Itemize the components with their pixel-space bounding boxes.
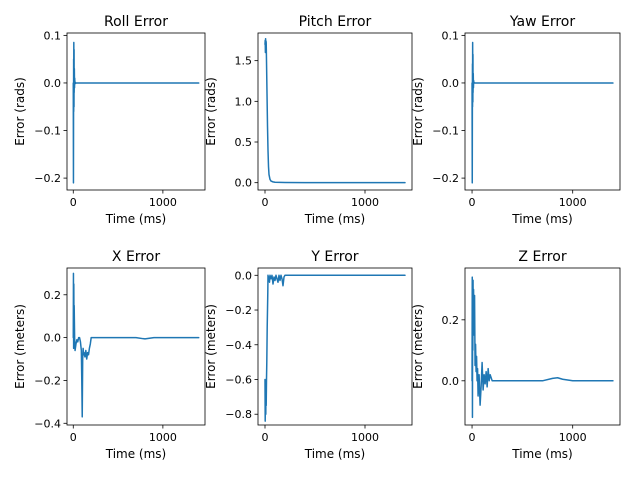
subplot-4-title: X Error (112, 249, 160, 265)
subplot-2-x-tick-label: 1000 (351, 196, 379, 209)
subplot-2-y-axis-label: Error (rads) (204, 77, 218, 146)
subplot-5-y-tick-label: −0.8 (225, 408, 252, 421)
subplot-1-title: Roll Error (104, 14, 168, 30)
subplot-4-axes-frame (67, 268, 205, 425)
subplot-6-x-axis-label: Time (ms) (511, 447, 573, 461)
subplot-6-y-axis-label: Error (meters) (411, 304, 425, 389)
subplot-3-x-axis-label: Time (ms) (511, 212, 573, 226)
subplot-1-y-tick-label: 0.1 (44, 29, 62, 42)
subplot-6-y-tick-label: 0.0 (442, 375, 460, 388)
subplot-1-y-tick-label: 0.0 (44, 77, 62, 90)
subplot-6-x-tick-label: 1000 (559, 431, 587, 444)
subplot-2-y-tick-label: 0.0 (235, 177, 253, 190)
subplot-3-axes-frame (465, 33, 620, 190)
subplot-4-y-tick-label: −0.4 (34, 417, 61, 430)
subplot-6-y-tick-label: 0.2 (442, 314, 460, 327)
subplot-2-y-tick-label: 0.5 (235, 136, 253, 149)
subplot-5-y-tick-label: −0.2 (225, 304, 252, 317)
subplot-4-y-axis-label: Error (meters) (13, 304, 27, 389)
subplot-2-y-tick-label: 1.5 (235, 55, 253, 68)
subplot-5-x-tick-label: 1000 (351, 431, 379, 444)
subplot-3-y-tick-label: −0.1 (432, 125, 459, 138)
subplot-3-y-axis-label: Error (rads) (411, 77, 425, 146)
subplot-5-y-axis-label: Error (meters) (204, 304, 218, 389)
subplot-1-x-axis-label: Time (ms) (105, 212, 167, 226)
subplot-5-y-tick-label: 0.0 (235, 269, 253, 282)
subplot-3-y-tick-label: −0.2 (432, 172, 459, 185)
subplot-4-x-axis-label: Time (ms) (105, 447, 167, 461)
subplot-2-axes-frame (258, 33, 412, 190)
subplot-1-y-tick-label: −0.1 (34, 125, 61, 138)
subplot-2-x-axis-label: Time (ms) (304, 212, 366, 226)
subplot-5-y-tick-label: −0.6 (225, 373, 252, 386)
subplot-3-x-tick-label: 0 (469, 196, 476, 209)
subplot-4-x-tick-label: 1000 (149, 431, 177, 444)
subplot-1-x-tick-label: 0 (70, 196, 77, 209)
subplot-4-y-tick-label: −0.2 (34, 374, 61, 387)
subplot-3-y-tick-label: 0.0 (442, 77, 460, 90)
subplot-3-title: Yaw Error (509, 14, 575, 30)
subplot-4-y-tick-label: 0.2 (44, 289, 62, 302)
subplot-2-title: Pitch Error (299, 14, 372, 30)
subplot-3-y-tick-label: 0.1 (442, 29, 460, 42)
subplot-4-y-tick-label: 0.0 (44, 332, 62, 345)
subplot-6-axes-frame (465, 268, 620, 425)
subplot-1-x-tick-label: 1000 (149, 196, 177, 209)
subplot-1-y-tick-label: −0.2 (34, 172, 61, 185)
subplot-3-x-tick-label: 1000 (559, 196, 587, 209)
subplot-6-title: Z Error (518, 249, 566, 265)
subplot-5-y-tick-label: −0.4 (225, 339, 252, 352)
subplot-2-y-tick-label: 1.0 (235, 95, 253, 108)
subplot-6-x-tick-label: 0 (469, 431, 476, 444)
subplot-5-axes-frame (258, 268, 412, 425)
subplot-5-title: Y Error (310, 249, 358, 265)
subplot-5-x-axis-label: Time (ms) (304, 447, 366, 461)
subplot-4-x-tick-label: 0 (70, 431, 77, 444)
subplot-1-y-axis-label: Error (rads) (13, 77, 27, 146)
subplot-2-x-tick-label: 0 (262, 196, 269, 209)
subplot-1-axes-frame (67, 33, 205, 190)
subplot-5-x-tick-label: 0 (262, 431, 269, 444)
